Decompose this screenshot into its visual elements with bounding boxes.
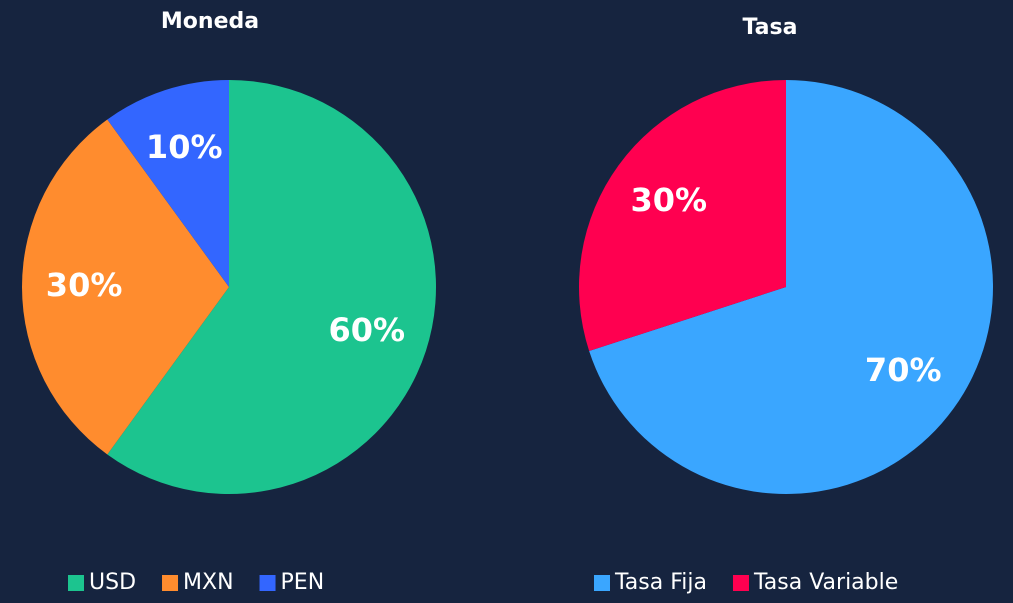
legend-label: PEN bbox=[281, 570, 325, 595]
legend-swatch bbox=[732, 575, 749, 591]
pie-slice bbox=[589, 80, 993, 494]
legend-label: Tasa Fija bbox=[614, 570, 707, 595]
legend-swatch bbox=[68, 575, 84, 591]
legend-swatch bbox=[594, 575, 610, 591]
value-label: 10% bbox=[146, 128, 223, 166]
pie-slice bbox=[107, 80, 229, 287]
legend-swatch bbox=[162, 575, 179, 591]
pie-slice bbox=[22, 119, 229, 455]
chart-title: Moneda bbox=[161, 9, 259, 34]
chart-title: Tasa bbox=[743, 15, 798, 40]
pie-slice bbox=[107, 80, 436, 494]
pie-slice bbox=[578, 80, 786, 351]
value-label: 70% bbox=[865, 351, 942, 389]
value-label: 60% bbox=[329, 311, 406, 349]
legend-label: Tasa Variable bbox=[753, 570, 898, 595]
legend-swatch bbox=[259, 575, 276, 591]
legend-label: MXN bbox=[183, 570, 234, 595]
value-label: 30% bbox=[630, 181, 707, 219]
value-label: 30% bbox=[46, 266, 123, 304]
legend-label: USD bbox=[89, 570, 136, 595]
